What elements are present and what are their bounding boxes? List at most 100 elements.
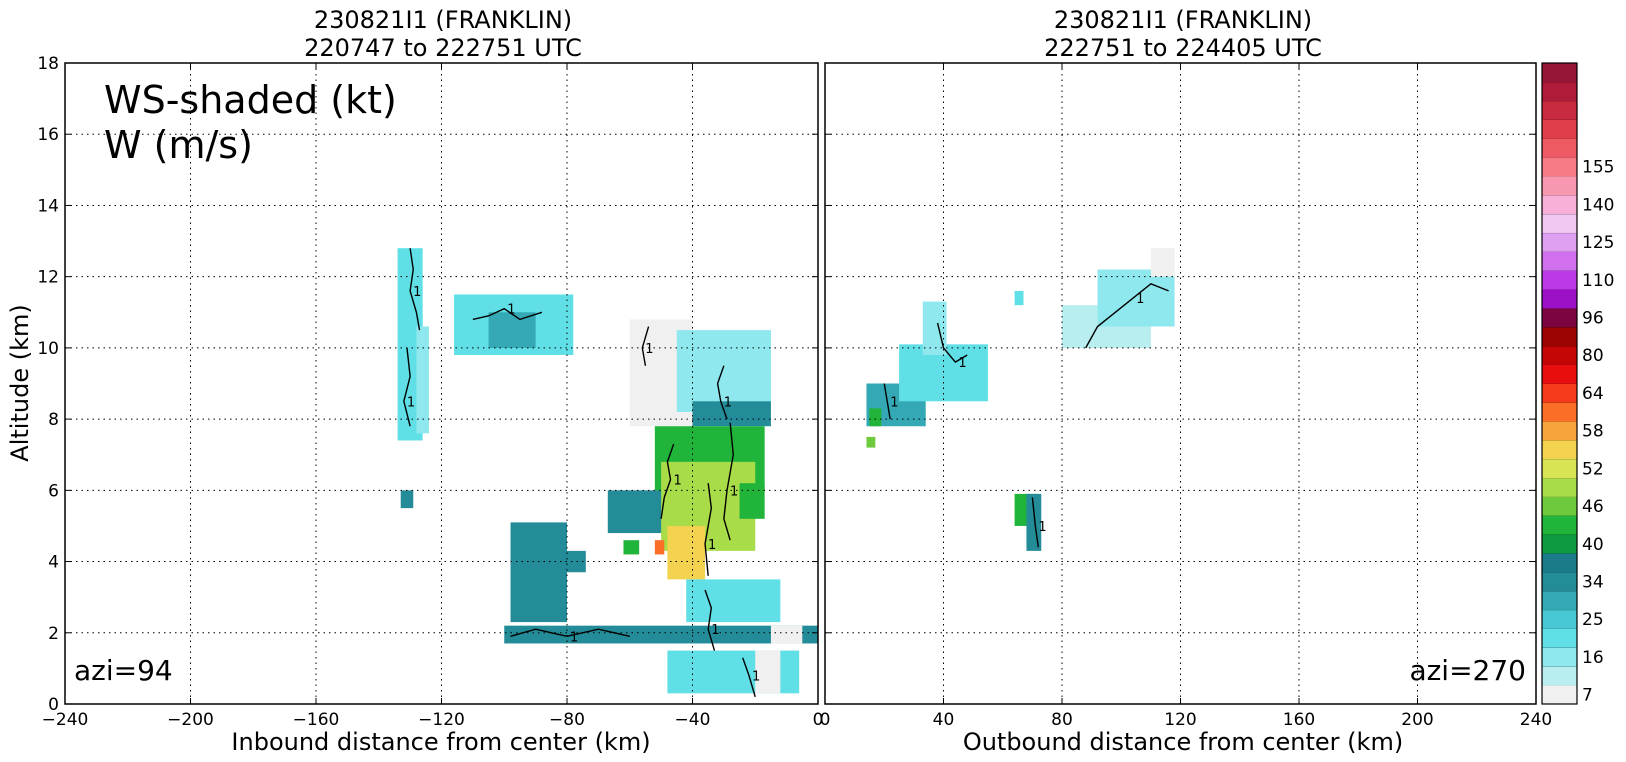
colorbar-tick-label: 64 <box>1582 384 1604 404</box>
left-shade-cell <box>739 483 765 519</box>
left-w-contour <box>704 483 713 576</box>
colorbar-swatch <box>1542 553 1577 573</box>
left-title-line2: 220747 to 222751 UTC <box>304 34 582 62</box>
left-contour-label: 1 <box>752 670 760 685</box>
colorbar-tick-label: 52 <box>1582 459 1604 479</box>
right-contour-label: 1 <box>1038 520 1046 535</box>
left-y-tick-label: 16 <box>37 125 59 145</box>
right-contour-label: 1 <box>958 356 966 371</box>
colorbar-swatch <box>1542 364 1577 384</box>
left-shade-cell <box>667 525 706 580</box>
left-grid <box>65 63 818 704</box>
right-ticks: 0 40 80 120 160 200 240 <box>820 62 1552 730</box>
right-x-axis-label: Outbound distance from center (km) <box>963 728 1403 756</box>
left-contours: 1 1 1 1 1 1 1 1 1 1 1 <box>403 248 760 698</box>
left-w-contour <box>704 589 716 651</box>
colorbar-tick-label: 34 <box>1582 572 1604 592</box>
colorbar-swatch <box>1542 402 1577 422</box>
left-x-tick-label: −160 <box>293 710 340 730</box>
colorbar-swatch <box>1542 270 1577 290</box>
left-w-contour <box>742 657 756 698</box>
left-contour-label: 1 <box>711 623 719 638</box>
colorbar-tick-label: 110 <box>1582 271 1614 291</box>
colorbar-swatch <box>1542 572 1577 592</box>
left-shade-cell <box>692 401 771 427</box>
colorbar-tick-label: 7 <box>1582 686 1593 706</box>
left-shading <box>397 248 818 694</box>
right-w-contour <box>1085 282 1169 349</box>
left-contour-label: 1 <box>645 342 653 357</box>
left-y-tick-label: 14 <box>37 196 59 216</box>
right-contour-label: 1 <box>1136 292 1144 307</box>
left-contour-label: 1 <box>570 630 578 645</box>
right-w-contour <box>936 322 968 364</box>
left-shade-cell <box>755 650 781 694</box>
colorbar-swatch <box>1542 213 1577 233</box>
left-w-contour <box>641 326 650 366</box>
left-shade-cell <box>686 579 781 623</box>
colorbar-swatch <box>1542 251 1577 271</box>
right-w-contour <box>883 383 891 420</box>
colorbar-swatch <box>1542 289 1577 309</box>
colorbar-swatch <box>1542 628 1577 648</box>
colorbar-swatch <box>1542 326 1577 347</box>
right-contours: 1 1 1 1 <box>883 282 1169 548</box>
left-y-tick-label: 18 <box>37 54 59 74</box>
colorbar-tick-label: 25 <box>1582 610 1604 630</box>
left-y-tick-label: 4 <box>48 553 59 573</box>
colorbar-swatch <box>1542 232 1577 252</box>
left-shade-cell <box>654 540 665 555</box>
colorbar-swatch <box>1542 647 1577 667</box>
right-shade-cell <box>1026 493 1042 551</box>
colorbar-tick-label: 46 <box>1582 497 1604 517</box>
left-w-contour <box>403 347 411 427</box>
right-x-tick-label: 200 <box>1401 710 1433 730</box>
colorbar-swatch <box>1542 119 1577 139</box>
right-azimuth-label: azi=270 <box>1409 654 1526 687</box>
left-title-line1: 230821I1 (FRANKLIN) <box>314 6 572 34</box>
left-shade-cell <box>770 625 803 644</box>
left-y-tick-label: 2 <box>48 624 59 644</box>
colorbar-swatch <box>1542 458 1577 479</box>
left-shade-cell <box>504 625 818 644</box>
left-shade-cell <box>416 326 429 434</box>
left-contour-label: 1 <box>730 484 738 499</box>
colorbar-swatch <box>1542 383 1577 403</box>
left-shade-cell <box>488 312 536 348</box>
left-w-contour <box>409 248 421 331</box>
left-shade-cell <box>623 540 640 555</box>
colorbar-swatch <box>1542 194 1577 215</box>
left-contour-label: 1 <box>708 538 716 553</box>
left-contour-label: 1 <box>724 395 732 410</box>
left-w-contour <box>472 307 543 321</box>
left-w-contour <box>660 443 675 519</box>
colorbar-tick-label: 140 <box>1582 195 1614 215</box>
left-contour-label: 1 <box>413 285 421 300</box>
colorbar-swatch <box>1542 345 1577 365</box>
colorbar-tick-label: 58 <box>1582 422 1604 442</box>
colorbar-swatches <box>1542 62 1577 705</box>
left-x-axis-label: Inbound distance from center (km) <box>231 728 650 756</box>
colorbar-swatch <box>1542 590 1577 611</box>
left-w-contour <box>716 365 728 420</box>
left-x-tick-label: −240 <box>42 710 89 730</box>
left-contour-label: 1 <box>507 303 515 318</box>
right-shade-cell <box>922 301 947 356</box>
y-axis-label: Altitude (km) <box>6 304 34 461</box>
left-contour-label: 1 <box>407 395 415 410</box>
right-shade-cell <box>869 408 882 427</box>
w-annotation: W (m/s) <box>104 123 253 167</box>
left-w-contour <box>723 422 734 541</box>
colorbar-swatch <box>1542 666 1577 686</box>
colorbar-swatch <box>1542 496 1577 516</box>
right-x-tick-label: 0 <box>820 710 831 730</box>
right-panel: 230821I1 (FRANKLIN) 222751 to 224405 UTC… <box>820 6 1553 756</box>
colorbar-swatch <box>1542 534 1577 554</box>
right-grid <box>825 63 1536 704</box>
left-x-tick-label: −200 <box>167 710 214 730</box>
right-title-line2: 222751 to 224405 UTC <box>1044 34 1322 62</box>
colorbar-tick-label: 96 <box>1582 309 1604 329</box>
left-x-tick-label: −80 <box>549 710 585 730</box>
left-y-tick-label: 12 <box>37 268 59 288</box>
right-x-tick-label: 160 <box>1283 710 1315 730</box>
